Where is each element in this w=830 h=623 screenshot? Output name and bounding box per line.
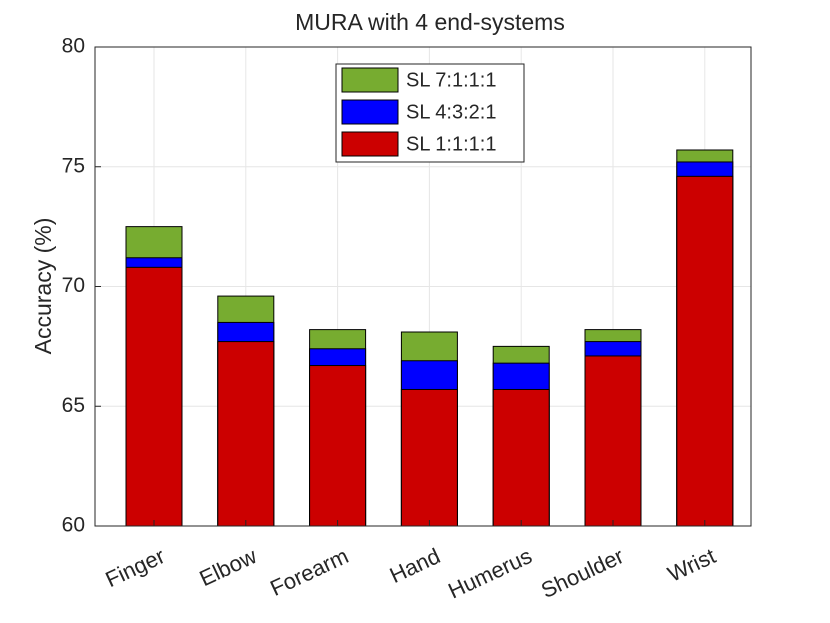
bar: [309, 365, 367, 527]
bar: [676, 175, 734, 527]
y-tick-label: 65: [62, 394, 85, 417]
chart-title: MURA with 4 end-systems: [295, 9, 565, 35]
legend-label: SL 7:1:1:1: [406, 69, 496, 91]
legend-label: SL 4:3:2:1: [406, 101, 496, 123]
y-axis-label: Accuracy (%): [30, 218, 56, 355]
legend-swatch: [341, 67, 399, 93]
bar: [492, 388, 550, 527]
y-tick-label: 75: [62, 154, 85, 177]
legend-swatch: [341, 131, 399, 157]
y-tick-label: 60: [62, 514, 85, 537]
bar: [217, 341, 275, 527]
legend-swatch: [341, 99, 399, 125]
bar: [125, 266, 183, 527]
legend-label: SL 1:1:1:1: [406, 133, 496, 155]
y-tick-label: 70: [62, 274, 85, 297]
y-tick-label: 80: [62, 35, 85, 58]
bar: [584, 355, 642, 527]
axes-box: [94, 46, 752, 527]
bar: [400, 388, 458, 527]
